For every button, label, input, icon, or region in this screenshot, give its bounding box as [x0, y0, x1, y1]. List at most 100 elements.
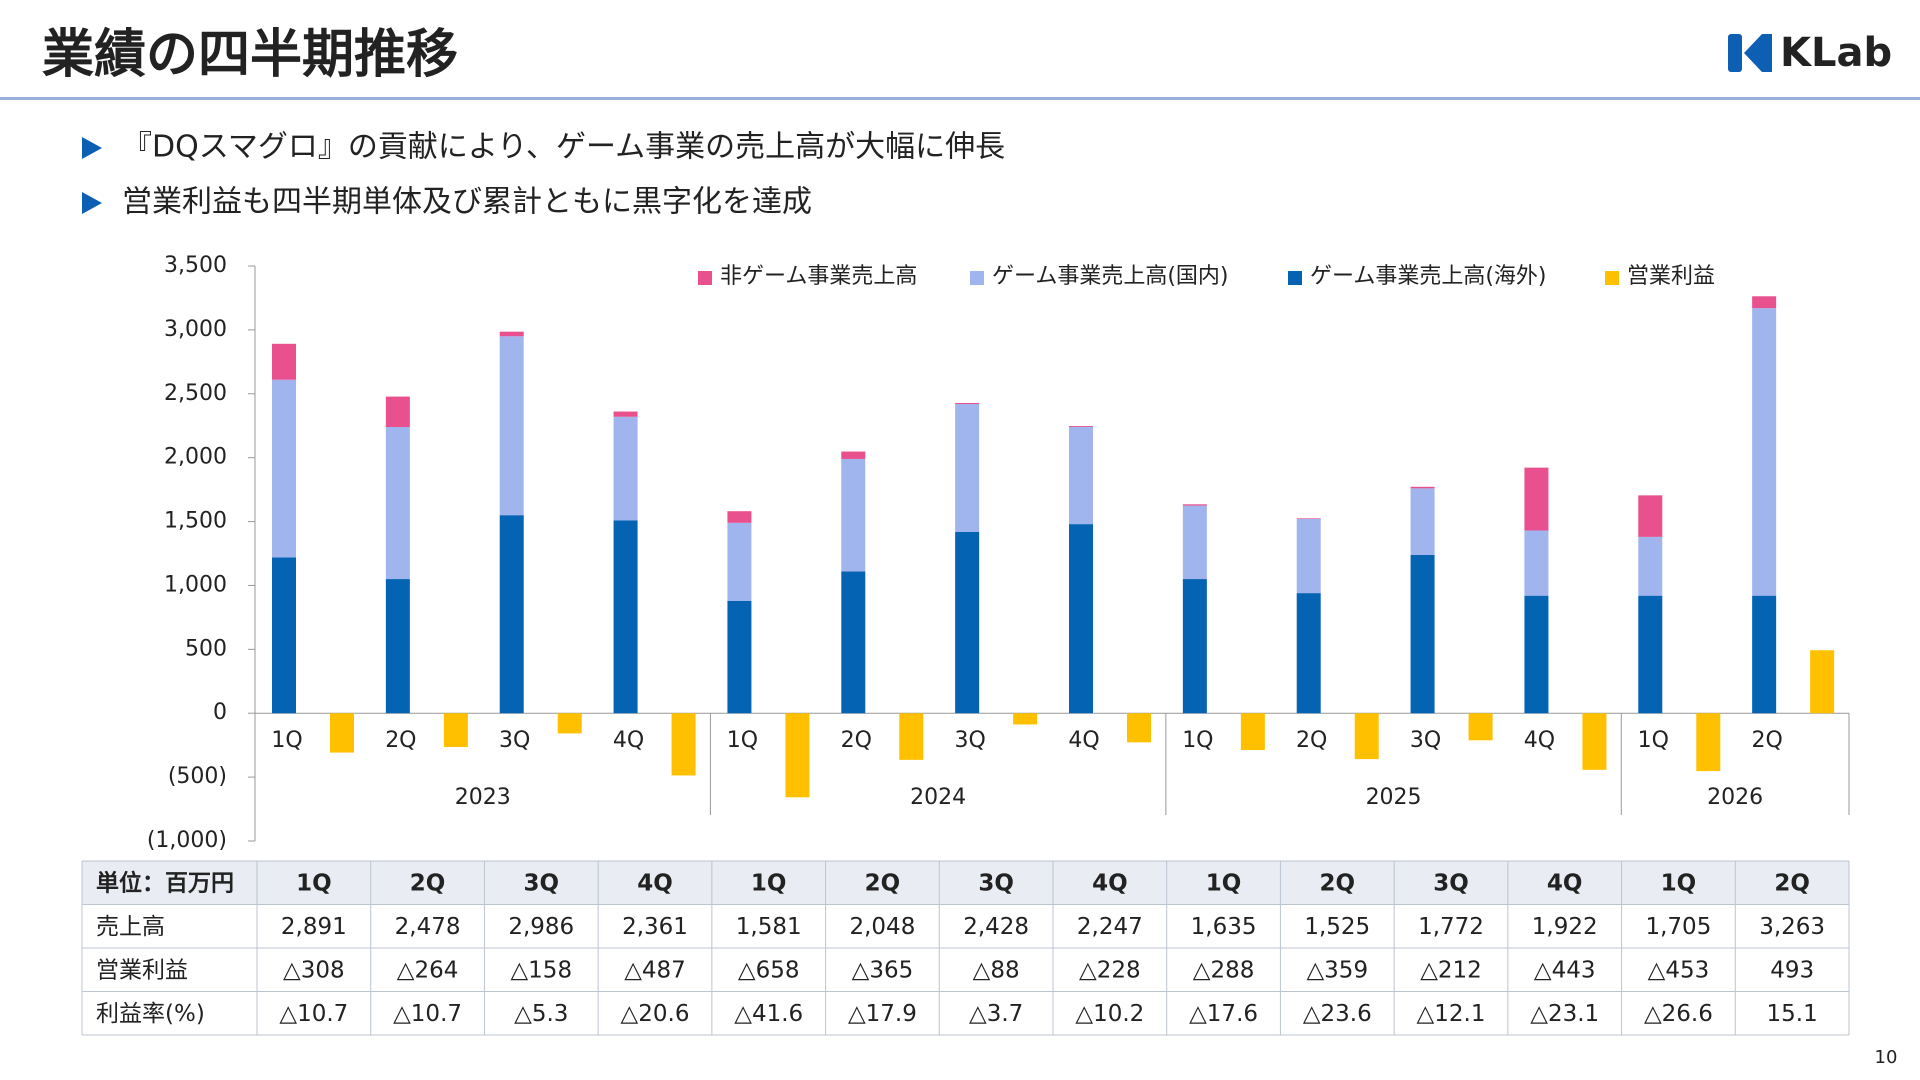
- bar-segment: [1296, 593, 1321, 714]
- table-cell: 493: [1770, 957, 1814, 983]
- table-cell: 2,361: [622, 914, 688, 940]
- bar-segment: [613, 416, 638, 521]
- table-cell: △5.3: [514, 1001, 568, 1027]
- legend-swatch: [698, 271, 712, 285]
- table-cell: 2,986: [508, 914, 574, 940]
- bar: [1810, 650, 1835, 714]
- table-cell: △365: [852, 957, 914, 983]
- bar: [1468, 713, 1493, 741]
- bar-segment: [1182, 579, 1207, 714]
- table-cell: 営業利益: [96, 957, 188, 983]
- bar-segment: [1638, 595, 1663, 714]
- x-tick-label: 3Q: [954, 728, 985, 753]
- table-header-cell: 2Q: [1320, 870, 1356, 896]
- bar-segment: [955, 402, 980, 404]
- legend-label: 非ゲーム事業売上高: [720, 264, 917, 289]
- bar: [557, 713, 582, 734]
- table-cell: △212: [1420, 957, 1482, 983]
- bullet-text: 『DQスマグロ』の貢献により、ゲーム事業の売上高が大幅に伸長: [122, 130, 1005, 165]
- bar-segment: [1638, 536, 1663, 596]
- x-tick-label: 4Q: [1524, 728, 1555, 753]
- bar-segment: [499, 515, 524, 714]
- bar-segment: [727, 600, 752, 714]
- table-cell: 2,428: [963, 914, 1029, 940]
- bar-segment: [841, 571, 866, 714]
- bar: [330, 713, 354, 753]
- table-cell: △23.1: [1530, 1001, 1599, 1027]
- x-tick-label: 2Q: [841, 728, 872, 753]
- table-cell: 利益率(%): [96, 1001, 205, 1027]
- x-tick-label: 2Q: [385, 728, 416, 753]
- table-cell: 2,478: [395, 914, 461, 940]
- table-cell: 2,247: [1077, 914, 1143, 940]
- bar-segment: [841, 458, 866, 572]
- table-cell: △26.6: [1644, 1001, 1713, 1027]
- bar: [1696, 713, 1721, 772]
- logo-icon: [1728, 34, 1742, 72]
- table-cell: 1,705: [1645, 914, 1711, 940]
- bar-segment: [1524, 467, 1549, 531]
- y-tick-label: 3,000: [164, 317, 227, 342]
- table-cell: 3,263: [1759, 914, 1825, 940]
- table-cell: △158: [510, 957, 572, 983]
- table-cell: △10.7: [279, 1001, 348, 1027]
- table-cell: △443: [1534, 957, 1596, 983]
- table-header-cell: 1Q: [1661, 870, 1697, 896]
- y-tick-label: (1,000): [147, 828, 227, 853]
- bar-segment: [1638, 495, 1663, 537]
- bar-segment: [1410, 488, 1435, 555]
- table-cell: 1,772: [1418, 914, 1484, 940]
- bar-segment: [1069, 524, 1093, 714]
- y-tick-label: 500: [185, 636, 227, 661]
- table-cell: 売上高: [96, 914, 165, 940]
- legend-swatch: [1288, 271, 1302, 285]
- table-cell: △228: [1079, 957, 1141, 983]
- bar-segment: [613, 411, 638, 417]
- table-cell: △658: [738, 957, 800, 983]
- bar-segment: [613, 520, 638, 714]
- y-tick-label: 2,500: [164, 381, 227, 406]
- table-cell: △10.7: [393, 1001, 462, 1027]
- x-tick-label: 4Q: [613, 728, 644, 753]
- x-group-label: 2025: [1366, 785, 1422, 810]
- bar-segment: [1410, 486, 1435, 489]
- bar-segment: [1182, 505, 1207, 580]
- bar-segment: [727, 522, 752, 601]
- bar-segment: [955, 531, 980, 714]
- x-tick-label: 1Q: [271, 728, 302, 753]
- bar-segment: [1752, 308, 1777, 596]
- legend-swatch: [1605, 271, 1619, 285]
- bar: [1240, 713, 1265, 751]
- table-header-cell: 1Q: [296, 870, 332, 896]
- x-tick-label: 1Q: [1638, 728, 1669, 753]
- bar-segment: [1296, 518, 1321, 519]
- table-header-cell: 1Q: [1206, 870, 1242, 896]
- x-group-label: 2026: [1707, 785, 1763, 810]
- table-cell: △17.6: [1189, 1001, 1258, 1027]
- bar: [1013, 713, 1038, 725]
- bar: [1127, 713, 1151, 743]
- x-tick-label: 1Q: [1182, 728, 1213, 753]
- y-tick-label: (500): [168, 764, 227, 789]
- table-cell: △288: [1193, 957, 1255, 983]
- y-tick-label: 1,500: [164, 509, 227, 534]
- bar-segment: [727, 511, 752, 523]
- table-header-cell: 3Q: [524, 870, 560, 896]
- bullet-marker: [82, 192, 102, 214]
- header-rule: [0, 97, 1920, 100]
- bar: [785, 713, 810, 798]
- bar-segment: [499, 336, 524, 516]
- table-cell: △359: [1306, 957, 1368, 983]
- table-cell: △487: [624, 957, 686, 983]
- x-tick-label: 2Q: [1296, 728, 1327, 753]
- table-header-bg: [82, 861, 1849, 905]
- x-group-label: 2023: [455, 785, 511, 810]
- table-cell: 2,048: [849, 914, 915, 940]
- bar-segment: [385, 579, 410, 714]
- bullet-marker: [82, 137, 102, 159]
- page-number: 10: [1875, 1047, 1898, 1068]
- y-tick-label: 1,000: [164, 572, 227, 597]
- table-cell: △17.9: [848, 1001, 917, 1027]
- x-tick-label: 3Q: [1410, 728, 1441, 753]
